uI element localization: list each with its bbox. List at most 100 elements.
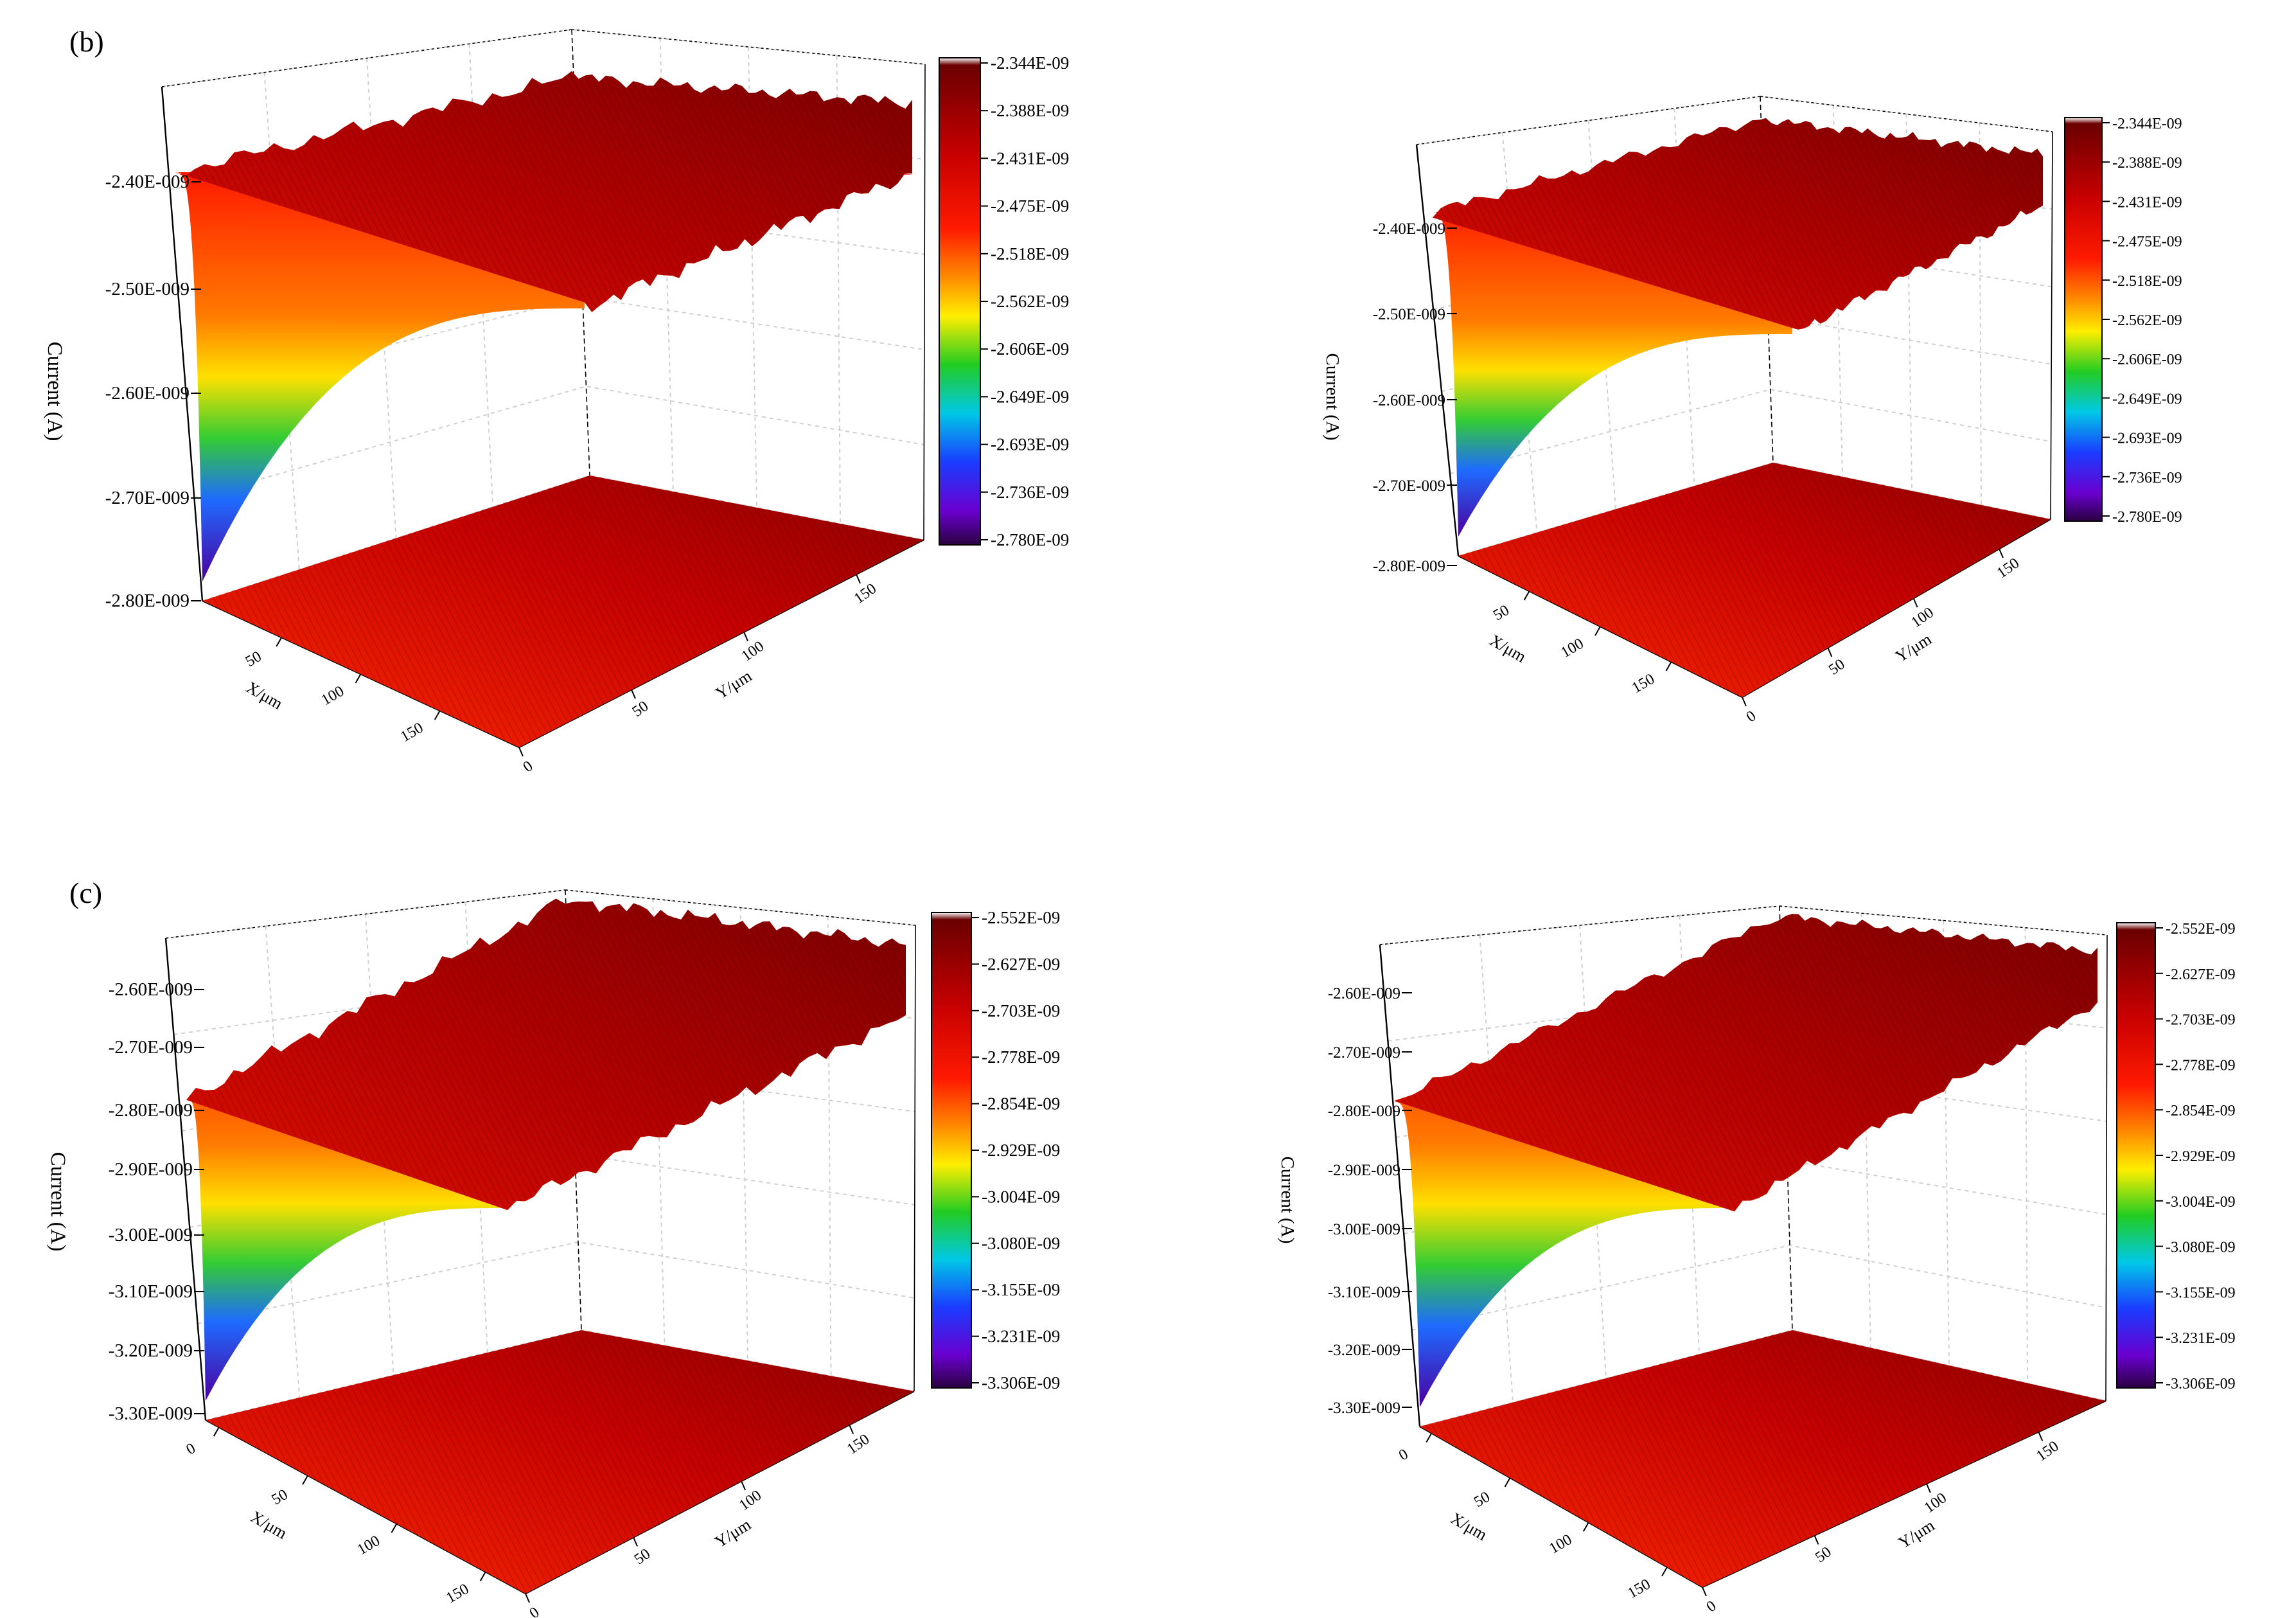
z-tick-labels: -2.60E-009 -2.70E-009 -2.80E-009 -2.90E-009… xyxy=(109,979,204,1424)
x-tick xyxy=(391,1523,398,1533)
z-axis-title: Current (A) xyxy=(46,1152,69,1252)
z-tick-label: -3.00E-009 xyxy=(109,1225,193,1245)
x-tick xyxy=(1523,591,1530,601)
colorbar-tick-label: -2.703E-09 xyxy=(2166,1012,2236,1029)
z-tick-label: -3.10E-009 xyxy=(109,1281,193,1302)
z-tick-label: -2.90E-009 xyxy=(109,1159,193,1180)
y-tick xyxy=(856,574,861,584)
y-tick-label: 50 xyxy=(630,698,652,720)
z-tick-label: -2.80E-009 xyxy=(1328,1103,1400,1120)
z-tick-label: -2.70E-009 xyxy=(105,488,190,508)
colorbar-tick-label: -2.929E-09 xyxy=(982,1141,1060,1160)
x-tick xyxy=(213,1427,220,1437)
surface-wall xyxy=(175,172,912,582)
y-tick-label: 0 xyxy=(1704,1597,1720,1615)
panel-label: (b) xyxy=(69,25,104,58)
y-axis-title: Y/μm xyxy=(712,1515,754,1551)
colorbar-tick-label: -2.606E-09 xyxy=(2112,351,2182,368)
colorbar-tick-label: -3.231E-09 xyxy=(2166,1330,2236,1347)
y-tick xyxy=(743,632,748,641)
x-tick xyxy=(276,637,283,647)
z-tick-label: -2.40E-009 xyxy=(1373,220,1445,238)
x-tick xyxy=(1504,1477,1511,1488)
y-tick-label: 0 xyxy=(1744,707,1760,725)
colorbar-tick-label: -2.388E-09 xyxy=(991,101,1069,120)
colorbar-tick-label: -2.388E-09 xyxy=(2112,155,2182,172)
y-tick xyxy=(849,1425,854,1434)
colorbar-tick-label: -2.552E-09 xyxy=(982,908,1060,927)
surface-wall xyxy=(1433,204,2043,537)
chart-panel-3: (c) -2.60E-009 -2.70E-009 -2.80E-009 -2.90E-… xyxy=(46,876,1060,1618)
y-tick-label: 100 xyxy=(1908,604,1936,631)
colorbar-tick-label: -2.475E-09 xyxy=(991,197,1069,216)
y-tick-label: 50 xyxy=(1826,656,1848,679)
colorbar-tick-label: -2.431E-09 xyxy=(991,148,1069,168)
z-tick-label: -2.70E-009 xyxy=(1373,477,1445,495)
x-tick xyxy=(355,673,362,684)
y-tick xyxy=(741,1480,746,1491)
colorbar-tick-label: -2.778E-09 xyxy=(982,1047,1060,1067)
z-tick-labels: -2.60E-009 -2.70E-009 -2.80E-009 -2.90E-009… xyxy=(1328,985,1412,1417)
y-tick xyxy=(1702,1587,1707,1597)
x-tick xyxy=(1661,1567,1668,1577)
y-tick xyxy=(1999,548,2004,558)
z-axis-line xyxy=(1415,144,1460,556)
y-tick xyxy=(518,747,524,757)
y-tick xyxy=(633,1537,638,1547)
colorbar-tick-label: -2.703E-09 xyxy=(982,1001,1060,1020)
colorbar-tick-label: -3.004E-09 xyxy=(2166,1194,2236,1211)
colorbar-tick-label: -2.693E-09 xyxy=(991,435,1069,454)
chart-panel-1: (b) -2.40E-009 -2.50E-009 -2.60E-009 -2.70E-… xyxy=(43,25,1069,776)
y-tick-label: 150 xyxy=(844,1431,872,1458)
z-tick-label: -2.70E-009 xyxy=(1328,1044,1400,1062)
y-tick-label: 50 xyxy=(1812,1543,1835,1566)
y-tick xyxy=(631,689,636,699)
panel-label: (c) xyxy=(69,876,102,909)
x-tick xyxy=(1582,1522,1589,1532)
x-axis-title: X/μm xyxy=(1487,631,1530,666)
z-tick-label: -3.30E-009 xyxy=(109,1403,193,1424)
colorbar-tick-label: -2.780E-09 xyxy=(2112,509,2182,526)
colorbar-tick-label: -2.518E-09 xyxy=(991,244,1069,263)
colorbar-tick-label: -2.344E-09 xyxy=(2112,116,2182,132)
y-axis-title: Y/μm xyxy=(1895,1516,1938,1552)
z-tick-label: -3.30E-009 xyxy=(1328,1400,1400,1417)
y-tick-label: 0 xyxy=(527,1604,543,1618)
colorbar-tick-label: -3.080E-09 xyxy=(982,1234,1060,1253)
z-tick-label: -3.20E-009 xyxy=(1328,1342,1400,1359)
colorbar-gradient xyxy=(2116,922,2156,1389)
x-tick-label: 50 xyxy=(269,1486,291,1509)
colorbar-tick-label: -3.004E-09 xyxy=(982,1187,1060,1206)
z-tick-label: -2.80E-009 xyxy=(105,591,190,611)
x-tick-label: 50 xyxy=(243,648,265,671)
x-tick-label: 150 xyxy=(443,1581,472,1607)
colorbar-tick-label: -2.431E-09 xyxy=(2112,194,2182,211)
colorbar-tick-label: -2.778E-09 xyxy=(2166,1057,2236,1074)
y-tick xyxy=(1925,1483,1931,1493)
x-tick xyxy=(1426,1432,1433,1443)
colorbar-gradient xyxy=(931,912,972,1389)
z-tick-label: -2.80E-009 xyxy=(1373,558,1445,575)
z-tick-label: -2.60E-009 xyxy=(109,979,193,1000)
y-axis-title: Y/μm xyxy=(1892,630,1934,666)
colorbar-tick-label: -2.562E-09 xyxy=(991,292,1069,311)
y-tick xyxy=(1912,598,1918,608)
x-tick xyxy=(1665,661,1672,671)
y-tick xyxy=(2038,1431,2044,1441)
x-tick-label: 0 xyxy=(184,1440,199,1459)
z-tick-labels: -2.40E-009 -2.50E-009 -2.60E-009 -2.70E-009… xyxy=(105,172,201,611)
colorbar-tick-label: -2.606E-09 xyxy=(991,339,1069,359)
colorbar-tick-label: -2.693E-09 xyxy=(2112,431,2182,447)
x-tick-label: 100 xyxy=(355,1533,383,1559)
colorbar-tick-label: -3.155E-09 xyxy=(2166,1285,2236,1301)
x-tick-label: 150 xyxy=(1629,671,1657,697)
z-tick-label: -2.80E-009 xyxy=(109,1100,193,1121)
colorbar-tick-label: -2.736E-09 xyxy=(2112,470,2182,486)
y-axis-title: Y/μm xyxy=(712,666,755,702)
z-axis-title: Current (A) xyxy=(1322,353,1343,440)
colorbar-tick-label: -2.475E-09 xyxy=(2112,234,2182,251)
x-axis-title: X/μm xyxy=(243,678,286,713)
y-tick xyxy=(1742,697,1747,707)
z-axis-title: Current (A) xyxy=(1277,1156,1298,1243)
colorbar-tick-label: -2.854E-09 xyxy=(982,1094,1060,1114)
